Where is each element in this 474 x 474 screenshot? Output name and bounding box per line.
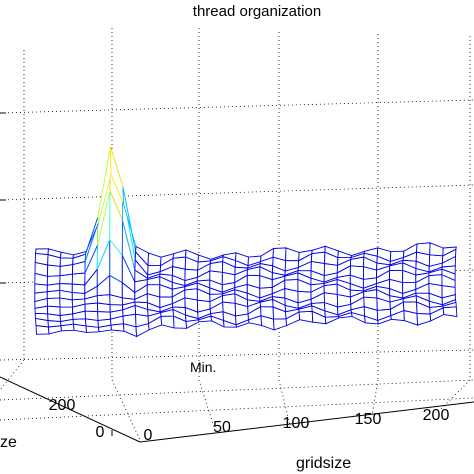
- surface-cell: [59, 306, 74, 317]
- surface-cell: [197, 254, 212, 263]
- surface-cell: [35, 248, 49, 256]
- x-tick-label: 200: [423, 407, 450, 424]
- chart-title: thread organization: [193, 3, 321, 20]
- surface-cell: [84, 310, 99, 321]
- x-tick-label: 0: [144, 427, 153, 444]
- surface-cell: [96, 294, 111, 306]
- surface-cell: [324, 316, 340, 325]
- surface-cell: [47, 305, 61, 317]
- surface-cell: [285, 247, 300, 262]
- surface-cell: [337, 250, 353, 259]
- surface-cell: [71, 272, 86, 286]
- surface-cell: [416, 312, 432, 326]
- surface-cell: [442, 246, 457, 257]
- x-tick-label: 150: [355, 411, 382, 428]
- surface-cell: [46, 275, 61, 286]
- surface-cell: [442, 306, 458, 318]
- surface-cell: [147, 252, 162, 267]
- surface-cell: [160, 315, 175, 329]
- surface-cell: [172, 256, 187, 270]
- y-tick-label-200: 200: [49, 397, 76, 414]
- y-axis-label: ze: [0, 434, 17, 451]
- surface-cell: [59, 257, 74, 267]
- y-tick-label-0: 0: [96, 424, 105, 441]
- surface-cell: [184, 288, 198, 301]
- axes: [0, 376, 474, 443]
- surface-cell: [273, 318, 288, 331]
- surface-cell: [429, 242, 444, 257]
- x-tick-label: 50: [213, 419, 231, 436]
- surface-cell: [46, 297, 61, 308]
- surface-cell: [59, 283, 73, 293]
- surface-cell: [311, 245, 326, 255]
- x-tick-label: 100: [283, 415, 310, 432]
- grid-lines: [0, 28, 474, 441]
- y-tick-marks: [0, 112, 6, 284]
- surface-cell: [71, 283, 86, 294]
- surface-cell: [60, 251, 75, 259]
- x-tick-labels: 0 50 100 150 200: [144, 407, 450, 444]
- min-annotation: Min.: [190, 359, 216, 375]
- surface-mesh: [34, 146, 458, 338]
- surface-cell: [47, 264, 61, 277]
- surface-cell: [298, 310, 314, 323]
- surface-cell: [428, 274, 443, 287]
- x-axis-label: gridsize: [296, 455, 351, 472]
- surface-cell: [97, 311, 111, 321]
- surface-cell: [172, 249, 187, 259]
